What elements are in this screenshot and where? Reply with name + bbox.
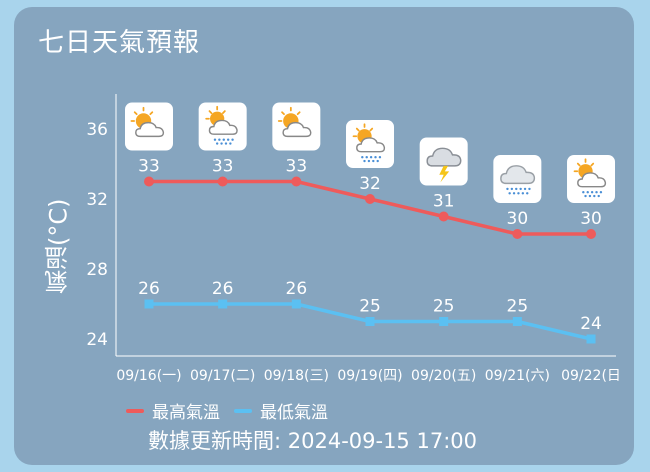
low-temp-point[interactable] — [218, 299, 228, 309]
legend-swatch-high — [126, 408, 144, 413]
y-tick-label: 32 — [86, 190, 108, 210]
thunderstorm-icon — [419, 137, 468, 186]
x-tick-label: 09/18(三) — [264, 368, 329, 384]
sun-cloud-icon — [272, 102, 321, 151]
high-temp-point[interactable] — [144, 176, 154, 187]
page-title: 七日天氣預報 — [38, 28, 201, 58]
low-temp-label: 24 — [580, 314, 602, 334]
low-temp-label: 25 — [433, 297, 455, 317]
y-tick-label: 24 — [86, 330, 108, 350]
x-tick-label: 09/22(日 — [561, 368, 621, 384]
high-temp-point[interactable] — [512, 229, 523, 239]
high-temp-label: 32 — [359, 174, 381, 194]
low-temp-point[interactable] — [586, 334, 596, 344]
cloud-rain-icon — [493, 155, 542, 203]
x-tick-label: 09/20(五) — [411, 368, 476, 384]
x-tick-label: 09/21(六) — [485, 368, 550, 384]
high-temp-point[interactable] — [291, 176, 302, 187]
high-temp-point[interactable] — [438, 211, 449, 222]
high-temp-label: 33 — [138, 157, 160, 177]
high-temp-label: 33 — [286, 157, 308, 177]
legend-item-low[interactable]: 最低氣溫 — [234, 398, 328, 423]
low-temp-label: 25 — [359, 297, 381, 317]
y-tick-label: 28 — [86, 260, 108, 280]
low-temp-point[interactable] — [512, 317, 522, 326]
high-temp-point[interactable] — [217, 176, 228, 187]
sun-cloud-rain-icon — [198, 102, 247, 151]
sun-cloud-rain-icon — [567, 155, 616, 203]
sun-cloud-rain-icon — [346, 120, 395, 168]
low-temp-label: 25 — [507, 297, 529, 317]
high-temp-label: 33 — [212, 157, 234, 177]
sun-cloud-icon — [125, 102, 173, 151]
legend: 最高氣溫 最低氣溫 — [126, 398, 342, 423]
high-temp-point[interactable] — [365, 194, 376, 204]
forecast-card — [14, 7, 634, 465]
legend-item-high[interactable]: 最高氣溫 — [126, 398, 220, 423]
low-temp-label: 26 — [138, 279, 160, 299]
low-temp-point[interactable] — [291, 299, 301, 309]
high-temp-label: 30 — [580, 209, 602, 229]
high-temp-label: 31 — [433, 192, 455, 212]
high-temp-label: 30 — [507, 209, 529, 229]
x-tick-label: 09/16(一) — [116, 368, 181, 384]
legend-swatch-low — [234, 408, 252, 413]
legend-label-low: 最低氣溫 — [260, 403, 328, 423]
y-tick-label: 36 — [86, 120, 108, 140]
low-temp-point[interactable] — [365, 317, 375, 326]
x-tick-label: 09/17(二) — [190, 368, 255, 384]
high-temp-point[interactable] — [586, 229, 597, 239]
legend-label-high: 最高氣溫 — [152, 403, 220, 423]
low-temp-point[interactable] — [439, 317, 449, 326]
x-tick-label: 09/19(四) — [337, 368, 402, 384]
low-temp-point[interactable] — [144, 299, 154, 309]
update-timestamp: 數據更新時間: 2024-09-15 17:00 — [148, 429, 477, 453]
low-temp-label: 26 — [212, 279, 234, 299]
low-temp-label: 26 — [286, 279, 308, 299]
